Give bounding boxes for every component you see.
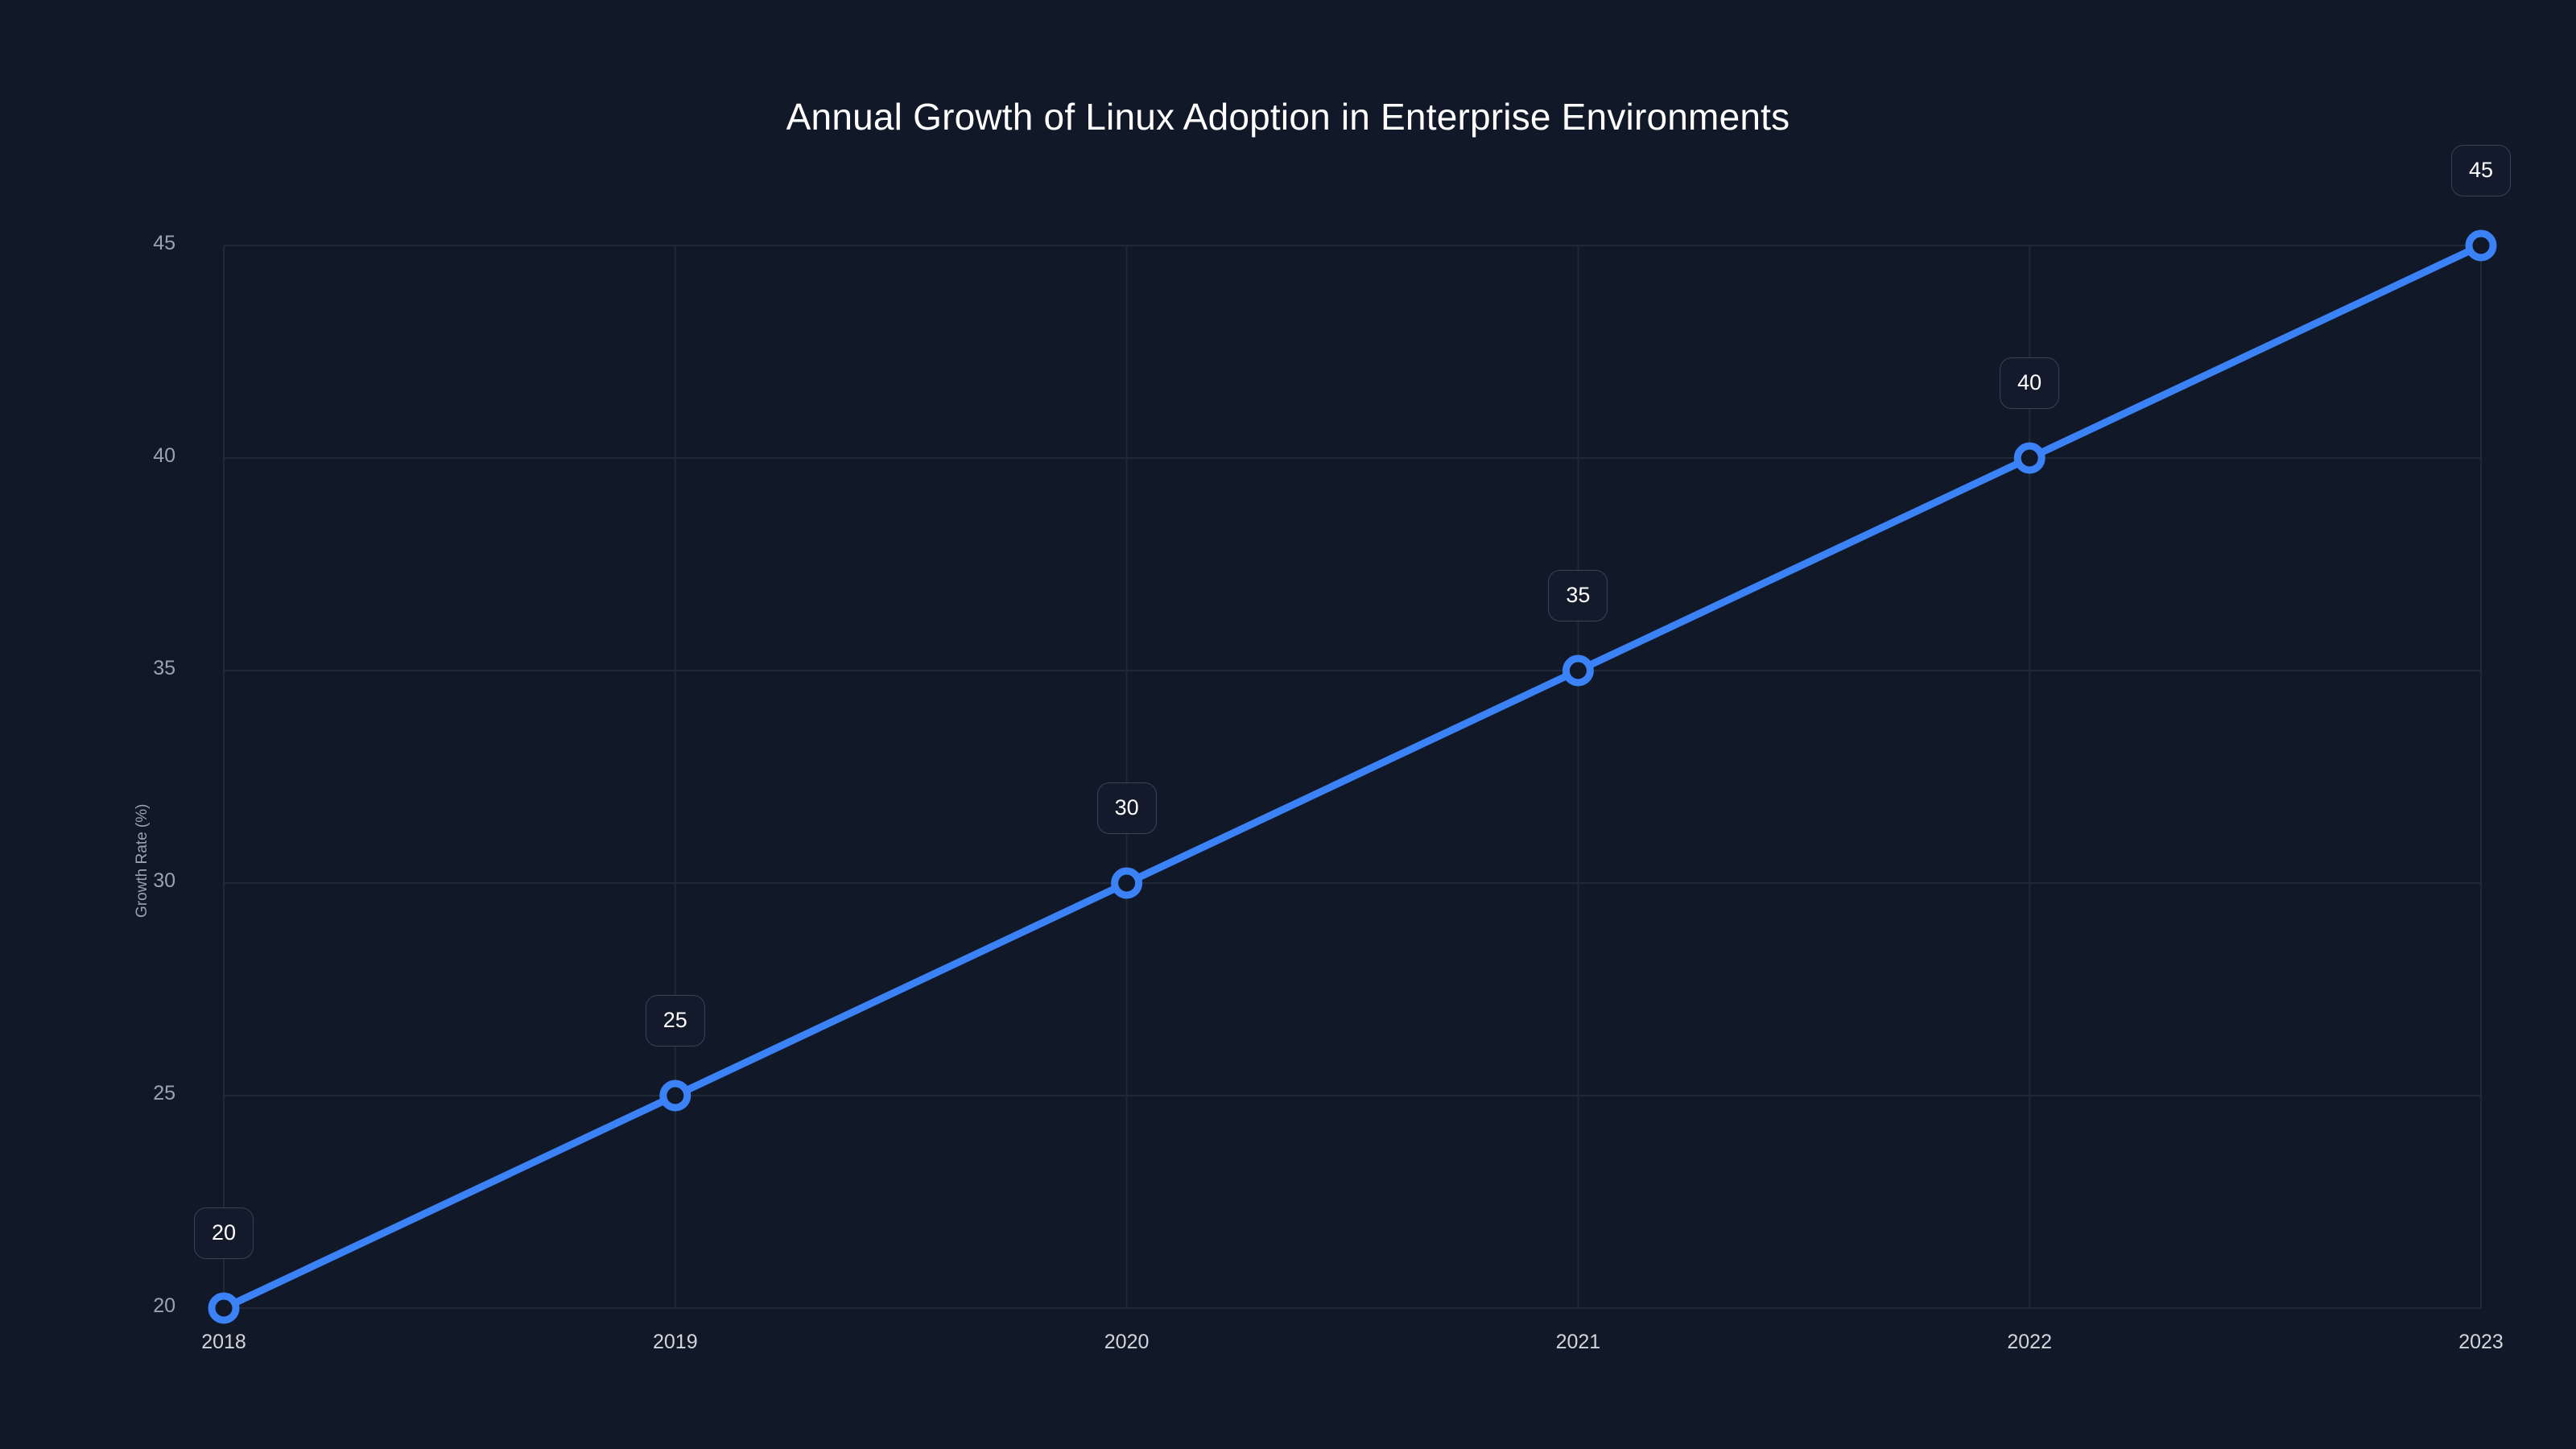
x-axis-tick-label: 2020 xyxy=(1104,1331,1150,1353)
plot-svg xyxy=(208,229,2497,1324)
data-point-marker[interactable] xyxy=(2465,229,2497,262)
x-axis-tick-label: 2022 xyxy=(2007,1331,2052,1353)
y-axis-tick-label: 20 xyxy=(153,1294,175,1317)
data-label-badge: 30 xyxy=(1096,782,1157,834)
data-point-marker[interactable] xyxy=(659,1080,691,1112)
y-axis-tick-label: 30 xyxy=(153,869,175,892)
data-label-badge: 35 xyxy=(1548,570,1608,621)
data-label-badge: 40 xyxy=(2000,357,2060,409)
data-point-markers xyxy=(208,229,2497,1324)
series-line-growth-rate xyxy=(220,242,2485,1312)
x-axis-tick-label: 2018 xyxy=(201,1331,246,1353)
horizontal-gridlines xyxy=(224,245,2481,1309)
data-point-marker[interactable] xyxy=(1562,654,1594,687)
y-axis-tick-label: 35 xyxy=(153,657,175,679)
vertical-gridlines xyxy=(223,246,2482,1308)
y-axis-tick-label: 40 xyxy=(153,444,175,467)
chart-title: Annual Growth of Linux Adoption in Enter… xyxy=(786,96,1790,138)
data-label-badge: 20 xyxy=(193,1208,254,1259)
data-point-marker[interactable] xyxy=(1111,867,1143,899)
x-axis-tick-label: 2023 xyxy=(2458,1331,2504,1353)
x-axis-tick-label: 2021 xyxy=(1555,1331,1601,1353)
data-point-marker[interactable] xyxy=(2013,442,2046,474)
y-axis-tick-label: 25 xyxy=(153,1082,175,1104)
y-axis-tick-label: 45 xyxy=(153,232,175,254)
plot-area xyxy=(208,229,2497,1324)
data-label-badge: 25 xyxy=(645,995,705,1046)
data-point-marker[interactable] xyxy=(208,1292,240,1324)
data-label-badge: 45 xyxy=(2450,145,2512,196)
x-axis-tick-label: 2019 xyxy=(652,1331,698,1353)
